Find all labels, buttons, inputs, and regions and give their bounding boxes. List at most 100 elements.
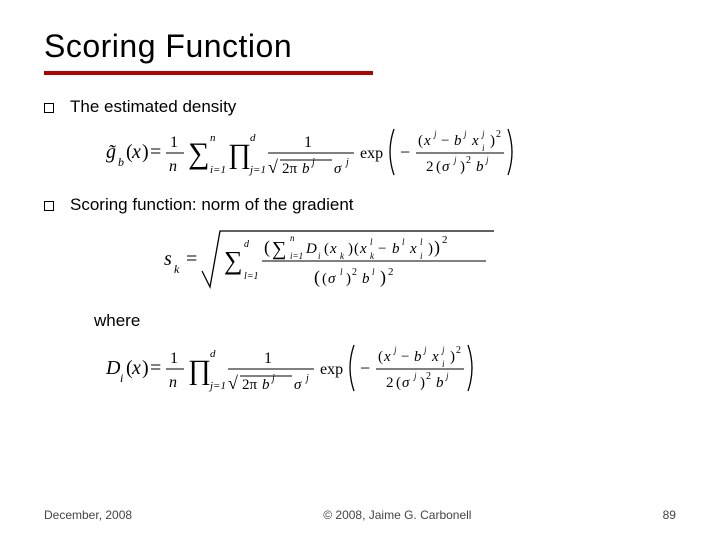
svg-text:b: b (476, 159, 484, 175)
svg-text:j: j (433, 129, 437, 139)
svg-text:x: x (329, 241, 337, 257)
formula-scoring: s k = ∑ d l=1 ( ∑ n i=1 D i ( x k ) ( x … (164, 221, 676, 297)
slide-number: 89 (663, 508, 676, 522)
svg-text:D: D (305, 241, 317, 257)
svg-text:1: 1 (264, 350, 272, 367)
svg-text:b: b (436, 375, 444, 391)
footer-date: December, 2008 (44, 508, 132, 522)
svg-text:s: s (164, 248, 172, 270)
bullet-text: The estimated density (70, 97, 236, 117)
svg-text:): ) (348, 241, 353, 257)
svg-text:k: k (370, 251, 375, 261)
svg-text:σ: σ (442, 159, 450, 175)
bullet-row: Scoring function: norm of the gradient (44, 195, 676, 215)
svg-text:j: j (304, 373, 309, 384)
svg-text:σ: σ (402, 375, 410, 391)
svg-text:exp: exp (360, 145, 383, 162)
bullet-marker-icon (44, 103, 54, 113)
svg-text:x: x (471, 133, 479, 149)
svg-text:2: 2 (442, 234, 448, 246)
svg-text:i: i (482, 143, 485, 153)
svg-text:√: √ (268, 157, 278, 177)
svg-text:j=1: j=1 (248, 164, 266, 176)
svg-text:j: j (441, 345, 445, 355)
svg-text:g̃: g̃ (106, 141, 116, 163)
svg-text:x: x (423, 133, 431, 149)
svg-text:(: ( (436, 159, 441, 175)
svg-text:−: − (441, 133, 449, 149)
svg-text:l=1: l=1 (244, 271, 259, 282)
svg-text:j: j (445, 371, 449, 381)
svg-text:j: j (481, 129, 485, 139)
svg-text:j=1: j=1 (208, 380, 226, 392)
svg-text:j: j (393, 345, 397, 355)
svg-text:2: 2 (426, 371, 431, 382)
svg-text:j: j (463, 129, 467, 139)
svg-text:x: x (131, 141, 141, 163)
svg-text:(: ( (324, 241, 329, 257)
svg-text:d: d (244, 239, 250, 250)
svg-text:∑: ∑ (224, 246, 243, 275)
svg-text:n: n (169, 374, 177, 391)
svg-text:l: l (402, 237, 405, 247)
svg-text:∑: ∑ (272, 238, 286, 260)
footer: December, 2008 © 2008, Jaime G. Carbonel… (0, 508, 720, 522)
svg-text:x: x (409, 241, 417, 257)
svg-text:): ) (420, 375, 425, 391)
svg-text:(: ( (322, 271, 327, 287)
svg-text:n: n (290, 233, 295, 243)
svg-text:∑: ∑ (188, 137, 209, 170)
svg-text:(: ( (314, 267, 320, 288)
svg-text:k: k (174, 262, 180, 276)
svg-text:x: x (383, 349, 391, 365)
svg-text:=: = (186, 248, 197, 270)
svg-text:σ: σ (334, 161, 342, 177)
bullet-marker-icon (44, 201, 54, 211)
page-title: Scoring Function (44, 28, 676, 65)
svg-text:l: l (340, 267, 343, 277)
svg-text:j: j (485, 155, 489, 165)
svg-text:2: 2 (466, 155, 471, 166)
svg-text:2: 2 (496, 129, 501, 140)
svg-text:): ) (450, 349, 455, 365)
svg-text:=: = (150, 141, 161, 163)
svg-text:−: − (378, 241, 386, 257)
svg-text:i: i (420, 251, 423, 261)
svg-text:n: n (210, 132, 216, 144)
svg-text:(: ( (264, 237, 270, 258)
svg-text:j: j (413, 371, 417, 381)
svg-text:): ) (346, 271, 351, 287)
svg-text:b: b (392, 241, 400, 257)
svg-text:d: d (250, 132, 256, 144)
svg-text:1: 1 (170, 350, 178, 367)
svg-text:2π: 2π (242, 377, 258, 393)
svg-text:b: b (118, 155, 124, 169)
svg-text:exp: exp (320, 361, 343, 378)
svg-text:d: d (210, 348, 216, 360)
svg-text:j: j (270, 373, 275, 384)
svg-text:∏: ∏ (188, 355, 211, 386)
svg-text:2: 2 (388, 266, 394, 278)
svg-text:): ) (490, 133, 495, 149)
svg-text:∏: ∏ (228, 139, 251, 170)
svg-text:√: √ (228, 373, 238, 393)
svg-text:2: 2 (386, 375, 394, 391)
svg-text:2: 2 (352, 267, 357, 278)
svg-text:1: 1 (170, 134, 178, 151)
svg-text:k: k (340, 251, 345, 261)
slide: Scoring Function The estimated density g… (0, 0, 720, 540)
svg-text:b: b (262, 377, 270, 393)
svg-text:(: ( (396, 375, 401, 391)
svg-text:x: x (431, 349, 439, 365)
svg-text:x: x (131, 357, 141, 379)
svg-text:i: i (318, 251, 321, 261)
svg-text:−: − (360, 358, 370, 378)
bullet-text: Scoring function: norm of the gradient (70, 195, 354, 215)
svg-text:): ) (428, 241, 433, 257)
svg-text:1: 1 (304, 134, 312, 151)
svg-text:=: = (150, 357, 161, 379)
svg-text:−: − (401, 349, 409, 365)
svg-text:j: j (453, 155, 457, 165)
svg-text:(: ( (378, 349, 383, 365)
svg-text:b: b (302, 161, 310, 177)
